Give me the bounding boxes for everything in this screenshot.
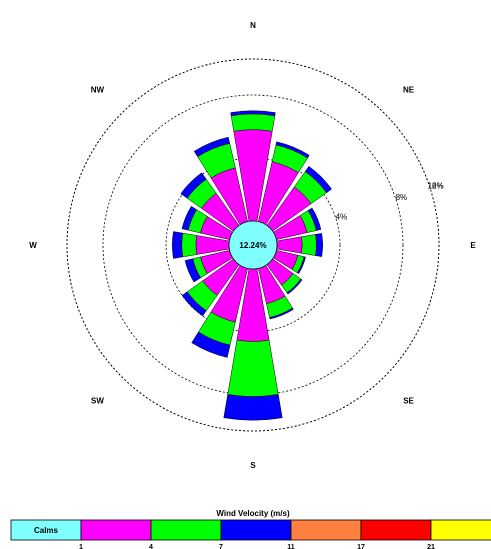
petal-SW bbox=[181, 258, 240, 317]
legend-box-1-4 bbox=[80, 519, 152, 541]
segment-ESE-7-11 bbox=[297, 256, 306, 275]
segment-E-7-11 bbox=[315, 233, 323, 257]
legend-box-7-11 bbox=[220, 519, 292, 541]
legend-boxes: Calms bbox=[10, 519, 491, 541]
segment-NNW-7-11 bbox=[193, 136, 231, 157]
wind-petals bbox=[172, 110, 332, 421]
legend-tick-1: 1 bbox=[79, 544, 83, 549]
legend-tick-4: 4 bbox=[149, 544, 153, 549]
ring-label-12: 12% bbox=[428, 182, 444, 191]
segment-W-4-7 bbox=[181, 232, 198, 258]
segment-SSE-7-11 bbox=[269, 307, 294, 320]
petal-SE bbox=[266, 258, 303, 295]
segment-WSW-7-11 bbox=[184, 258, 201, 283]
segment-ENE-7-11 bbox=[307, 207, 322, 231]
petal-SSW bbox=[191, 264, 248, 358]
petal-S bbox=[223, 268, 283, 421]
direction-label-NE: NE bbox=[403, 85, 415, 94]
legend-tick-21: 21 bbox=[427, 544, 435, 549]
petal-ENE bbox=[272, 207, 322, 240]
segment-NNE-7-11 bbox=[275, 141, 310, 159]
segment-S-4-7 bbox=[227, 339, 279, 397]
calms-value: 12.24% bbox=[239, 241, 266, 250]
segment-N-7-11 bbox=[230, 110, 276, 117]
direction-label-NW: NW bbox=[91, 85, 105, 94]
direction-labels: N NE E SE S SW W NW bbox=[29, 21, 476, 470]
segment-WNW-7-11 bbox=[181, 205, 197, 231]
segment-SE-7-11 bbox=[286, 278, 303, 295]
legend-box->=21 bbox=[430, 519, 491, 541]
ring-label-4: 4% bbox=[336, 212, 348, 221]
segment-S-7-11 bbox=[223, 394, 283, 421]
segment-SW-7-11 bbox=[181, 291, 207, 317]
segment-NE-7-11 bbox=[304, 166, 332, 194]
legend-box-17-21 bbox=[360, 519, 432, 541]
ring-label-16: 16% bbox=[428, 182, 444, 191]
legend-tick-7: 7 bbox=[219, 544, 223, 549]
legend-box-11-17 bbox=[290, 519, 362, 541]
segment-NW-7-11 bbox=[180, 172, 207, 199]
petal-NE bbox=[266, 166, 332, 232]
segment-W-7-11 bbox=[172, 231, 184, 259]
segment-SSW-7-11 bbox=[191, 331, 231, 358]
legend-calms-label: Calms bbox=[34, 526, 59, 535]
direction-label-S: S bbox=[250, 461, 256, 470]
petal-WNW bbox=[181, 205, 234, 240]
legend-box-4-7 bbox=[150, 519, 222, 541]
petal-N bbox=[230, 110, 276, 222]
legend-title: Wind Velocity (m/s) bbox=[216, 509, 290, 518]
petal-SSE bbox=[258, 264, 294, 320]
petal-WSW bbox=[184, 250, 234, 283]
ring-8-pct bbox=[102, 94, 404, 396]
direction-label-W: W bbox=[29, 241, 37, 250]
ring-labels: 4% 8% 12%16% bbox=[336, 182, 444, 222]
segment-E-4-7 bbox=[301, 234, 317, 256]
ring-16-pct bbox=[66, 58, 440, 432]
segment-E-1-4 bbox=[276, 236, 303, 254]
legend-tick-17: 17 bbox=[357, 544, 365, 549]
segment-N-4-7 bbox=[230, 113, 276, 132]
direction-label-SW: SW bbox=[91, 397, 104, 406]
direction-label-N: N bbox=[250, 21, 256, 30]
petal-W bbox=[172, 231, 230, 259]
petal-ESE bbox=[272, 250, 306, 275]
petal-E bbox=[276, 233, 323, 257]
direction-label-E: E bbox=[470, 241, 476, 250]
calms-circle bbox=[228, 220, 278, 270]
direction-label-SE: SE bbox=[403, 397, 414, 406]
ring-label-8: 8% bbox=[396, 193, 408, 202]
legend-tick-11: 11 bbox=[287, 544, 295, 549]
petal-NNW bbox=[193, 136, 248, 226]
